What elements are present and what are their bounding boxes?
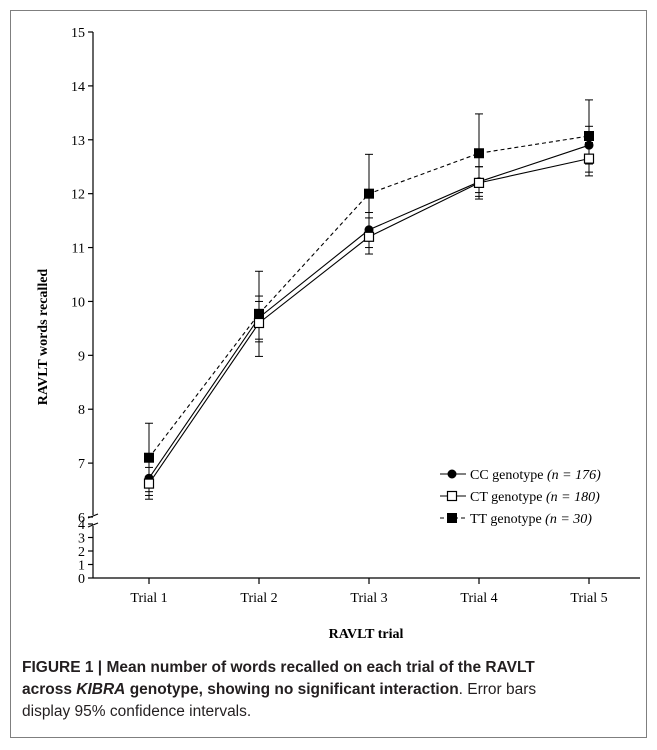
legend-item-ct-genotype: CT genotype (n = 180) [440, 490, 600, 505]
legend-item-tt-genotype: TT genotype (n = 30) [440, 512, 592, 527]
caption-line-3: display 95% confidence intervals. [22, 701, 640, 723]
y-tick-label: 3 [78, 532, 85, 547]
caption-figure-label: FIGURE 1 | [22, 659, 103, 676]
legend-series-name: TT genotype [470, 512, 545, 527]
ct-genotype-point [253, 317, 265, 329]
y-axis-title: RAVLT words recalled [36, 269, 51, 406]
y-tick-label: 0 [78, 572, 85, 587]
legend-label: CC genotype (n = 176) [470, 468, 601, 483]
x-tick-label: Trial 5 [570, 591, 607, 606]
series-ct-genotype [143, 141, 595, 500]
caption-normal-text-2: display 95% confidence intervals. [22, 703, 252, 720]
caption-line-1: FIGURE 1 | Mean number of words recalled… [22, 657, 640, 679]
ct-genotype-point [473, 177, 485, 188]
caption-bold-text-2a: across [22, 681, 77, 698]
legend-marker [446, 490, 458, 502]
tt-genotype-point [364, 188, 374, 199]
legend-label: TT genotype (n = 30) [470, 512, 592, 527]
axes [87, 32, 640, 579]
tt-genotype-point [474, 148, 484, 159]
caption-bold-text-1: Mean number of words recalled on each tr… [106, 659, 535, 676]
caption-gene-name: KIBRA [76, 681, 126, 698]
legend: CC genotype (n = 176)CT genotype (n = 18… [440, 468, 601, 527]
y-tick-label: 2 [78, 545, 85, 560]
legend-series-n: (n = 180) [546, 490, 600, 505]
caption-line-2: across KIBRA genotype, showing no signif… [22, 679, 640, 701]
legend-series-n: (n = 30) [545, 512, 592, 527]
legend-marker [447, 469, 457, 479]
caption-bold-text-2b: genotype, showing no significant interac… [125, 681, 459, 698]
y-tick-label: 8 [78, 403, 85, 418]
y-tick-label: 14 [71, 80, 85, 95]
legend-series-name: CT genotype [470, 490, 546, 505]
caption-normal-text-1: . Error bars [458, 681, 537, 698]
y-tick-label: 6 [78, 511, 85, 526]
x-tick-label: Trial 2 [240, 591, 277, 606]
y-tick-label: 4 [78, 518, 85, 533]
x-tick-label: Trial 1 [130, 591, 167, 606]
y-tick-label: 7 [78, 457, 85, 472]
legend-item-cc-genotype: CC genotype (n = 176) [440, 468, 601, 483]
y-tick-label: 10 [71, 295, 85, 310]
ct-genotype-point [143, 478, 155, 489]
x-tick-label: Trial 4 [460, 591, 497, 606]
x-tick-label: Trial 3 [350, 591, 387, 606]
figure-caption: FIGURE 1 | Mean number of words recalled… [22, 657, 640, 723]
y-tick-label: 11 [72, 242, 85, 257]
legend-marker [447, 513, 457, 523]
legend-series-n: (n = 176) [547, 468, 601, 483]
y-tick-label: 15 [71, 26, 85, 41]
x-axis-title: RAVLT trial [329, 627, 404, 642]
y-tick-label: 13 [71, 134, 85, 149]
y-tick-label: 9 [78, 349, 85, 364]
y-tick-label: 1 [78, 559, 85, 574]
ct-genotype-point [363, 231, 375, 242]
figure-frame [10, 10, 647, 738]
y-tick-label: 12 [71, 188, 85, 203]
legend-label: CT genotype (n = 180) [470, 490, 600, 505]
ct-genotype-point [583, 153, 595, 164]
series-layer [143, 99, 595, 500]
y-axis-break-mark [87, 522, 99, 528]
series-tt-genotype [144, 99, 594, 493]
legend-series-name: CC genotype [470, 468, 547, 483]
